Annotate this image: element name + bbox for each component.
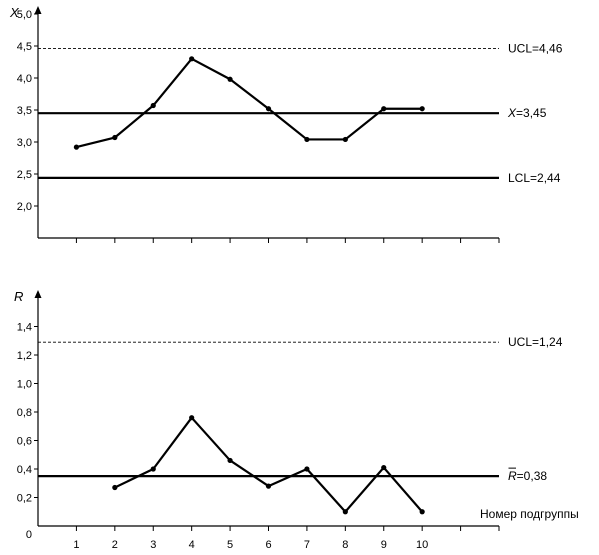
ucl-label: UCL=4,46 — [508, 42, 563, 56]
y-tick-label: 2,5 — [17, 169, 32, 181]
data-point — [112, 134, 118, 141]
y-tick-label: 0,8 — [17, 407, 32, 419]
x-tick-label: 3 — [150, 539, 156, 551]
x-tick-label: 9 — [381, 539, 387, 551]
center-label-value: =3,45 — [516, 106, 547, 120]
data-point — [304, 136, 310, 143]
ucl-label: UCL=1,24 — [508, 335, 563, 349]
series-line — [114, 416, 423, 513]
data-point — [381, 464, 387, 471]
data-point — [150, 466, 156, 472]
data-point — [265, 106, 272, 112]
y-tick-label: 3,5 — [17, 105, 32, 117]
y-tick-label: 4,0 — [17, 73, 32, 85]
x-axis-label: Номер подгруппы — [480, 507, 579, 521]
center-label: X=3,45 — [507, 106, 547, 120]
x-tick-label: 7 — [304, 539, 310, 551]
y-tick-label: 4,5 — [17, 41, 32, 53]
data-point — [381, 106, 387, 112]
series-line — [76, 57, 423, 149]
center-label-symbol: R — [508, 469, 517, 483]
y-tick-label: 1,2 — [17, 350, 32, 362]
y-axis-label: X — [9, 5, 20, 20]
x-bar-chart: X5,04,54,03,53,02,52,0UCL=4,46X=3,45LCL=… — [9, 5, 563, 243]
y-tick-label: 1,4 — [17, 322, 32, 334]
data-point — [227, 457, 233, 464]
data-point — [189, 56, 195, 62]
y-tick-label: 2,0 — [17, 201, 32, 213]
data-point — [150, 102, 156, 109]
x-tick-label: 6 — [265, 539, 271, 551]
center-label-symbol: X — [507, 106, 517, 120]
x-tick-label: 10 — [416, 539, 428, 551]
x-tick-label: 8 — [342, 539, 348, 551]
y-tick-label: 3,0 — [17, 137, 32, 149]
y-tick-label: 0,6 — [17, 436, 32, 448]
x-tick-label: 1 — [73, 539, 79, 551]
y-tick-label: 5,0 — [17, 9, 32, 21]
x-tick-label: 2 — [112, 539, 118, 551]
data-point — [189, 415, 195, 421]
y-axis-label: R — [14, 289, 23, 304]
origin-label: 0 — [26, 529, 32, 541]
x-tick-label: 5 — [227, 539, 233, 551]
x-tick-label: 4 — [189, 539, 195, 551]
data-point — [112, 484, 118, 491]
data-point — [304, 466, 310, 472]
y-axis-arrow — [34, 290, 42, 298]
data-point — [73, 144, 80, 150]
data-point — [419, 509, 425, 515]
lcl-label: LCL=2,44 — [508, 171, 561, 185]
y-tick-label: 1,0 — [17, 379, 32, 391]
data-point — [342, 136, 348, 143]
data-point — [419, 106, 425, 112]
data-point — [227, 76, 233, 82]
center-label: R=0,38 — [508, 469, 547, 483]
center-label-value: =0,38 — [517, 469, 548, 483]
y-tick-label: 0,4 — [17, 464, 32, 476]
y-axis-arrow — [34, 6, 42, 14]
data-point — [265, 483, 272, 489]
data-point — [342, 509, 348, 515]
y-tick-label: 0,2 — [17, 493, 32, 505]
